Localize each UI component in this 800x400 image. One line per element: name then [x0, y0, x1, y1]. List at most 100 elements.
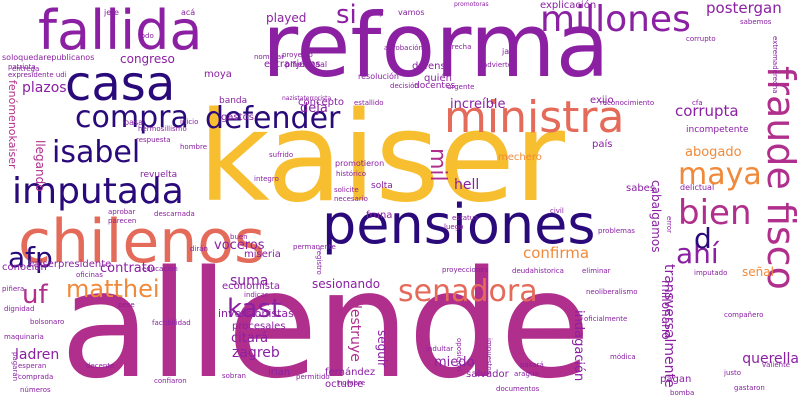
cloud-word: casa — [65, 56, 176, 112]
cloud-word: d — [694, 222, 712, 255]
cloud-word: defender — [205, 101, 341, 136]
cloud-word: fruna — [366, 210, 393, 221]
cloud-word: irían — [268, 367, 291, 378]
cloud-word: quién — [424, 73, 452, 84]
cloud-word: seguir — [375, 330, 389, 368]
cloud-word: problemas — [598, 227, 635, 235]
cloud-word: miseria — [244, 249, 281, 260]
cloud-word: acá — [181, 8, 196, 17]
cloud-word: estatua — [452, 214, 479, 222]
cloud-word: registro — [315, 248, 323, 275]
cloud-word: si — [336, 0, 357, 30]
cloud-word: buen — [230, 233, 248, 241]
cloud-word: destruye — [347, 300, 363, 362]
cloud-word: urgente — [447, 83, 475, 91]
cloud-word: oficialmente — [584, 315, 628, 323]
cloud-word: valiente — [762, 361, 791, 369]
cloud-word: bien — [678, 193, 752, 233]
cloud-word: solicite — [334, 186, 359, 194]
cloud-word: país — [592, 139, 613, 150]
cloud-word: conocían — [2, 262, 47, 273]
cloud-word: economista — [222, 281, 281, 292]
cloud-word: zagreb — [232, 345, 280, 361]
cloud-word: histórico — [336, 170, 367, 178]
cloud-word: estallido — [354, 99, 384, 107]
cloud-word: millonario — [659, 280, 673, 340]
cloud-word: respuesta — [136, 136, 171, 144]
cloud-word: dignidad — [4, 305, 35, 313]
cloud-word: esperan — [18, 362, 47, 370]
cloud-word: mil — [425, 148, 450, 182]
cloud-word: exijo — [590, 95, 614, 106]
cloud-word: mechero — [498, 152, 542, 163]
cloud-word: abogado — [685, 145, 742, 160]
cloud-word: derecha — [443, 43, 472, 51]
cloud-word: integro — [254, 175, 279, 183]
cloud-word: ley — [372, 8, 384, 17]
cloud-word: dirán — [190, 245, 208, 253]
cloud-word: proyecciones — [442, 266, 489, 274]
cloud-word: procesales — [232, 321, 286, 332]
cloud-word: salvador — [466, 369, 509, 380]
cloud-word: permanente — [293, 243, 336, 251]
cloud-word: neoliberalismo — [586, 288, 638, 296]
cloud-word: aprobación — [384, 44, 423, 52]
cloud-word: jair — [502, 47, 515, 56]
cloud-word: kaiser — [198, 86, 565, 230]
cloud-word: sabes — [626, 183, 656, 194]
cloud-word: voceros — [214, 238, 265, 253]
cloud-word: fraude fisco — [759, 66, 800, 290]
cloud-word: bolsonaro — [30, 318, 65, 326]
cloud-word: cfa — [692, 99, 703, 107]
cloud-word: deudahistorica — [512, 267, 564, 275]
cloud-word: miedo — [434, 355, 475, 370]
cloud-word: revuelta — [140, 170, 178, 180]
cloud-word: patriota — [8, 63, 36, 71]
cloud-word: chilenos — [18, 207, 266, 277]
cloud-word: sesionando — [312, 277, 381, 291]
cloud-word: gastaron — [734, 384, 765, 392]
cloud-word: pasará — [520, 361, 544, 369]
cloud-word: descarnada — [154, 210, 195, 218]
cloud-word: fenómenokaiser — [6, 80, 19, 169]
cloud-word: sabemos — [740, 18, 772, 26]
cloud-word: pensiones — [322, 193, 596, 256]
cloud-word: millones — [540, 0, 691, 40]
cloud-word: pagan — [660, 374, 692, 385]
cloud-word: gastos — [221, 112, 254, 123]
cloud-word: necesario — [334, 195, 368, 203]
cloud-word: plazos — [22, 80, 67, 96]
cloud-word: postergan — [706, 0, 782, 17]
cloud-word: concepto — [298, 97, 344, 108]
cloud-word: vamos — [398, 8, 425, 17]
cloud-word: hermosillismo — [138, 125, 187, 133]
cloud-word: deja — [300, 101, 328, 116]
cloud-word: promotieron — [335, 159, 385, 168]
cloud-word: kast — [227, 294, 282, 324]
cloud-word: decente — [86, 362, 115, 370]
cloud-word: ahí — [676, 237, 719, 270]
cloud-word: resolución — [358, 72, 399, 81]
cloud-word: moya — [204, 69, 232, 80]
cloud-word: nombre — [338, 379, 366, 387]
cloud-word: citará — [231, 331, 269, 346]
cloud-word: soloquedarepublicanos — [2, 53, 95, 62]
cloud-word: maya — [678, 157, 762, 192]
cloud-word: isabel — [52, 135, 141, 170]
cloud-word: comprada — [18, 373, 54, 381]
cloud-word: error — [665, 216, 673, 233]
cloud-word: banda — [219, 96, 248, 106]
cloud-word: delictual — [680, 183, 715, 192]
cloud-word: indicar — [244, 291, 268, 299]
cloud-word: llegando — [33, 140, 47, 192]
cloud-word: defensa — [412, 61, 452, 72]
cloud-word: aprobar — [108, 208, 136, 216]
cloud-word: entrega — [12, 65, 40, 73]
cloud-word: extranjeros — [264, 59, 321, 70]
cloud-word: justo — [724, 369, 742, 377]
cloud-word: señal — [742, 265, 774, 279]
cloud-word: querella — [742, 351, 799, 367]
cloud-word: módica — [610, 353, 636, 361]
cloud-word: inicio — [180, 118, 199, 126]
